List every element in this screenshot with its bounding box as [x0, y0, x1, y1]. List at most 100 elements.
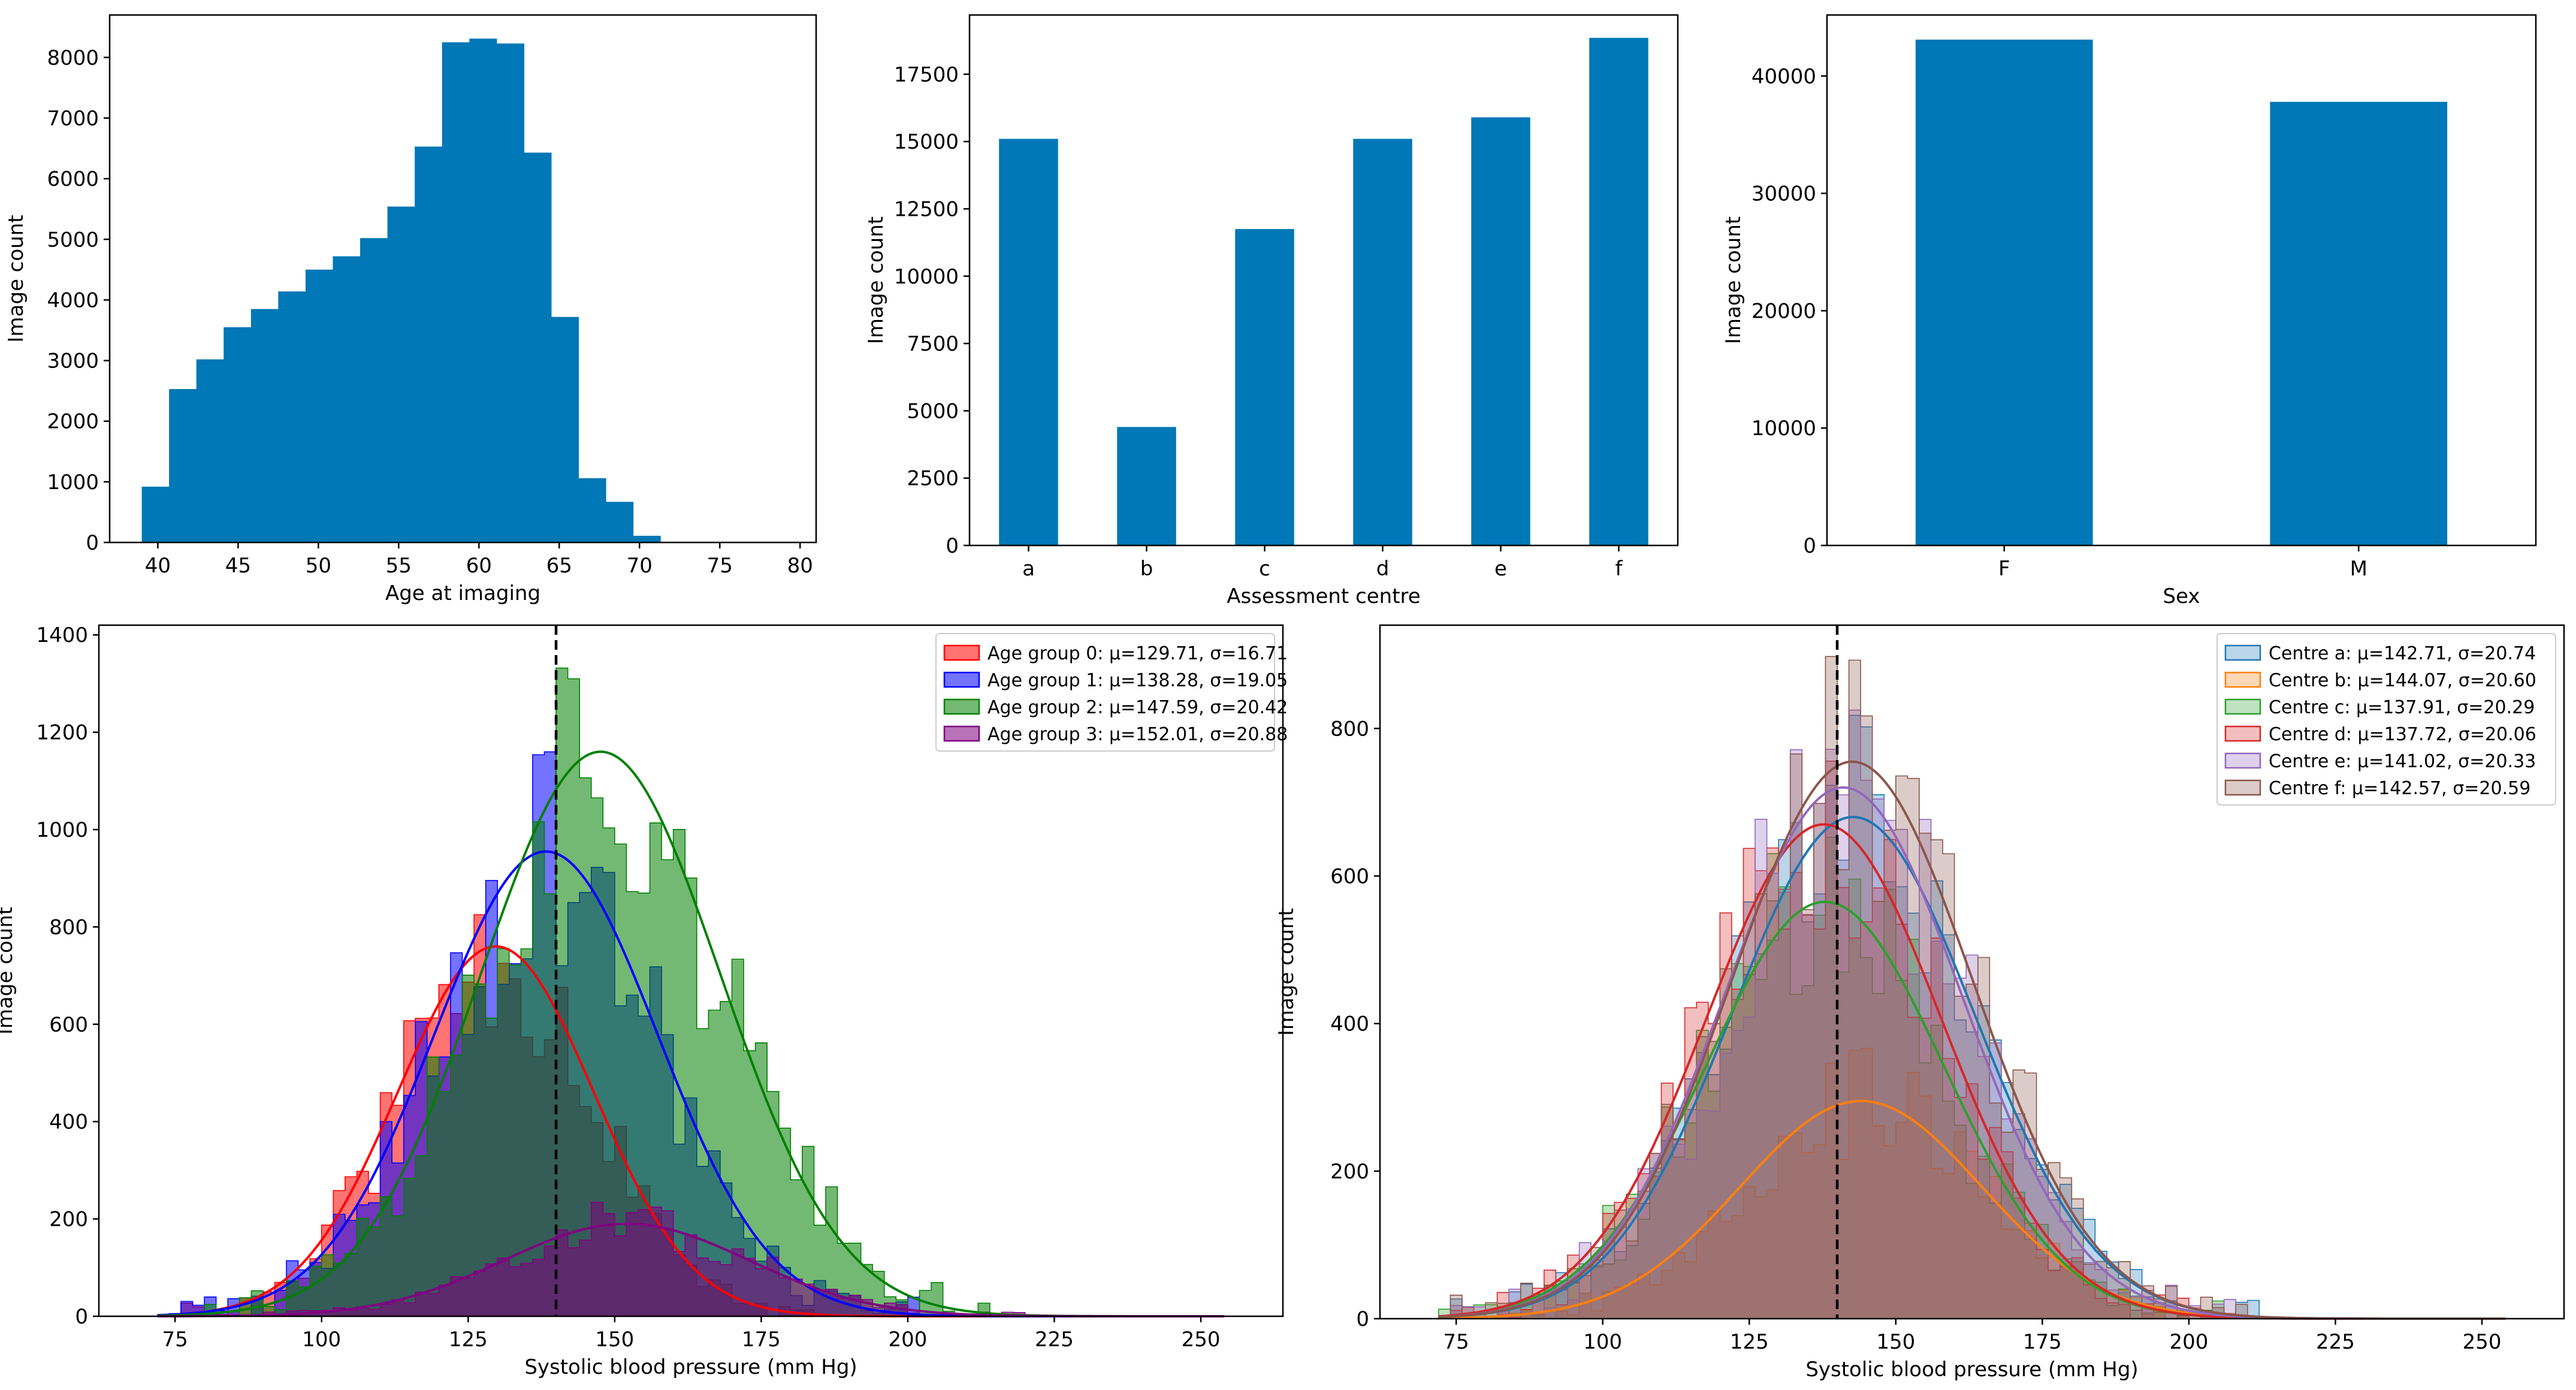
bar-M: [2270, 101, 2448, 545]
legend-label: Centre f: μ=142.57, σ=20.59: [2269, 778, 2530, 799]
panel-centre-bars: a b c d e f 0 2500 5000 7500 10000 12500 15000 17500 I…: [864, 14, 1679, 608]
y-tick-label: 1000: [36, 818, 88, 842]
y-tick-label: 20000: [1751, 299, 1816, 323]
y-tick-label: 600: [49, 1013, 88, 1037]
y-tick-label: 2000: [47, 410, 99, 434]
x-tick-label: c: [1259, 557, 1270, 581]
y-axis-label: Image count: [1275, 908, 1298, 1036]
histogram-bar: [524, 152, 552, 542]
x-axis-label: Age at imaging: [385, 581, 540, 605]
bar-a: [999, 138, 1058, 545]
legend-label: Centre b: μ=144.07, σ=20.60: [2269, 670, 2536, 691]
x-tick-label: 200: [2169, 1330, 2208, 1354]
y-tick-label: 10000: [1751, 417, 1816, 441]
histogram-bar: [360, 238, 388, 542]
histogram-bar: [387, 206, 415, 542]
x-tick-label: 60: [466, 554, 492, 578]
axes-frame: [968, 14, 1679, 547]
histogram-bar: [141, 486, 170, 542]
legend-swatch: [2224, 698, 2261, 715]
histogram-bar: [469, 38, 497, 543]
y-tick-label: 3000: [47, 349, 99, 373]
legend-swatch: [943, 725, 980, 742]
y-tick-label: 600: [1330, 864, 1369, 888]
y-tick-label: 4000: [47, 288, 99, 312]
histogram-bar: [442, 42, 470, 543]
x-tick-label: e: [1494, 557, 1507, 581]
x-tick-label: b: [1140, 557, 1153, 581]
y-axis-label: Image count: [4, 215, 28, 342]
x-tick-label: 70: [627, 554, 653, 578]
x-tick-label: 150: [595, 1328, 634, 1352]
legend-label: Age group 0: μ=129.71, σ=16.71: [987, 643, 1288, 664]
x-tick-label: 100: [302, 1328, 341, 1352]
y-tick-label: 40000: [1751, 65, 1816, 89]
x-tick-label: 75: [162, 1328, 188, 1352]
legend-box: [935, 633, 1275, 752]
panel-sex-bars: F M 0 10000 20000 30000 40000 Image count Sex: [1722, 14, 2537, 608]
bar-d: [1353, 138, 1412, 545]
x-tick-label: 225: [1035, 1328, 1074, 1352]
x-tick-label: 65: [546, 554, 572, 578]
y-tick-label: 1400: [36, 623, 88, 647]
y-tick-label: 200: [1330, 1160, 1369, 1184]
histogram-bar: [278, 291, 306, 542]
y-tick-label: 0: [946, 534, 959, 558]
histogram-series-2: [157, 667, 1225, 1317]
histogram-bar: [496, 43, 524, 543]
legend-swatch: [2224, 779, 2261, 796]
x-tick-label: 225: [2316, 1330, 2355, 1354]
x-tick-label: d: [1376, 557, 1390, 581]
x-tick-label: a: [1022, 557, 1035, 581]
y-tick-label: 0: [86, 531, 99, 555]
legend: Age group 0: μ=129.71, σ=16.71 Age group …: [935, 633, 1288, 752]
legend-swatch: [943, 698, 980, 715]
x-tick-label: 50: [306, 554, 331, 578]
legend-label: Age group 3: μ=152.01, σ=20.88: [987, 724, 1288, 745]
legend-swatch: [943, 671, 980, 688]
bar-e: [1471, 117, 1530, 545]
x-tick-label: f: [1615, 557, 1623, 581]
y-tick-label: 30000: [1751, 182, 1816, 206]
y-tick-label: 0: [75, 1305, 88, 1329]
axes-frame: [108, 14, 817, 544]
histogram-bar: [578, 478, 606, 542]
legend-swatch: [2224, 644, 2261, 661]
y-axis-label: Image count: [0, 907, 17, 1035]
y-tick-label: 5000: [47, 228, 99, 252]
y-axis-label: Image count: [864, 216, 888, 344]
x-tick-label: 80: [787, 554, 813, 578]
legend-swatch: [2224, 752, 2261, 769]
bar-f: [1589, 38, 1648, 545]
axes-frame: [1826, 14, 2537, 547]
y-tick-label: 6000: [47, 167, 99, 191]
panel-sbp-by-age: 0 200 400 600 800 1000 1200 1400 Image count 75 10…: [0, 623, 1288, 1379]
x-tick-label: 150: [1876, 1330, 1915, 1354]
y-tick-label: 0: [1356, 1307, 1369, 1331]
axes-frame: [1379, 624, 2565, 1320]
bar-F: [1915, 40, 2093, 546]
histogram-bar: [224, 327, 252, 542]
y-tick-label: 2500: [907, 467, 959, 491]
histogram-bar: [305, 269, 334, 542]
legend-label: Age group 1: μ=138.28, σ=19.05: [987, 670, 1288, 691]
x-axis-label: Assessment centre: [1227, 584, 1420, 608]
x-tick-label: 55: [386, 554, 412, 578]
histogram-bar: [605, 502, 634, 542]
x-axis-label: Sex: [2163, 584, 2200, 608]
x-tick-label: 40: [145, 554, 171, 578]
legend-label: Centre e: μ=141.02, σ=20.33: [2269, 751, 2536, 772]
x-tick-label: 125: [1730, 1330, 1769, 1354]
bar-b: [1117, 427, 1176, 545]
x-axis-label: Systolic blood pressure (mm Hg): [1805, 1358, 2138, 1382]
legend-label: Centre d: μ=137.72, σ=20.06: [2269, 724, 2536, 745]
y-tick-label: 800: [49, 915, 88, 939]
x-tick-label: F: [1998, 557, 2010, 581]
histogram-bar: [169, 389, 197, 542]
legend-swatch: [2224, 671, 2261, 688]
y-tick-label: 400: [49, 1110, 88, 1134]
y-tick-label: 7000: [47, 107, 99, 131]
y-tick-label: 7500: [907, 332, 959, 356]
x-tick-label: 75: [1443, 1330, 1469, 1354]
